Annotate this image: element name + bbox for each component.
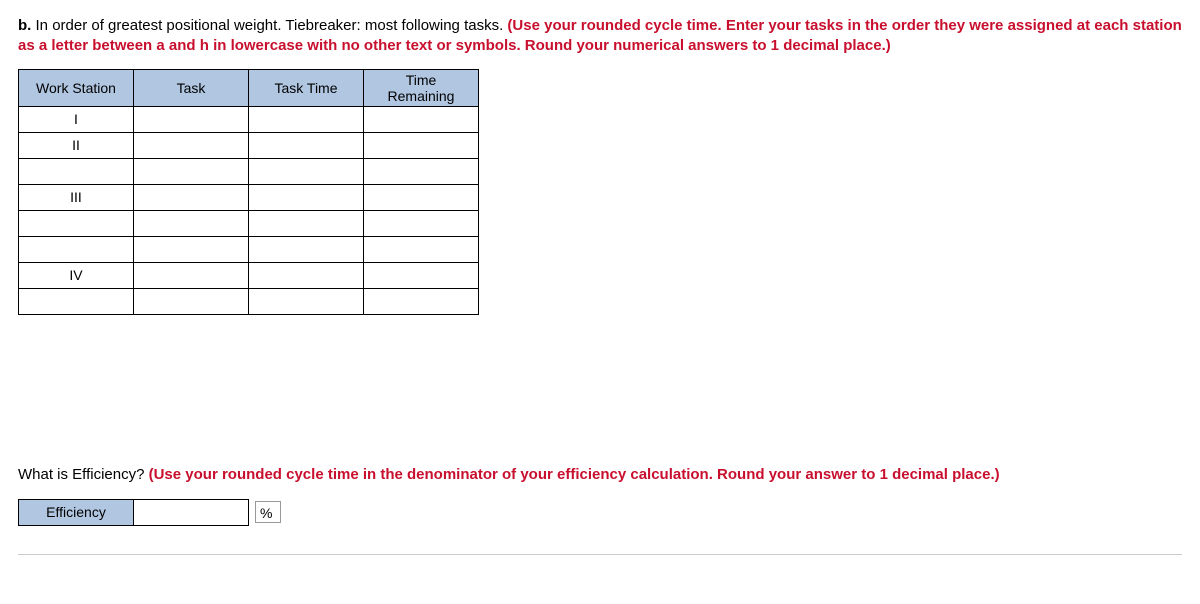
task-time-cell[interactable] (249, 210, 364, 236)
task-cell[interactable] (134, 288, 249, 314)
efficiency-q-plain: What is Efficiency? (18, 466, 149, 483)
time-remaining-cell[interactable] (364, 184, 479, 210)
header-task-time: Task Time (249, 69, 364, 106)
task-cell[interactable] (134, 132, 249, 158)
time-remaining-cell[interactable] (364, 106, 479, 132)
ws-cell (19, 236, 134, 262)
table-row: II (19, 132, 479, 158)
ws-cell (19, 210, 134, 236)
header-task: Task (134, 69, 249, 106)
ws-cell: II (19, 132, 134, 158)
efficiency-label-cell: Efficiency (19, 499, 134, 525)
table-row: IV (19, 262, 479, 288)
task-cell[interactable] (134, 210, 249, 236)
bottom-divider (18, 554, 1182, 555)
task-time-cell[interactable] (249, 106, 364, 132)
efficiency-table: Efficiency (18, 499, 249, 526)
task-time-cell[interactable] (249, 158, 364, 184)
ws-cell: IV (19, 262, 134, 288)
table-row (19, 210, 479, 236)
time-remaining-cell[interactable] (364, 210, 479, 236)
question-b-label: b. (18, 17, 31, 34)
efficiency-question-text: What is Efficiency? (Use your rounded cy… (18, 465, 1182, 485)
ws-cell (19, 158, 134, 184)
time-remaining-cell[interactable] (364, 158, 479, 184)
task-time-cell[interactable] (249, 132, 364, 158)
table-row: I (19, 106, 479, 132)
task-time-cell[interactable] (249, 288, 364, 314)
ws-cell (19, 288, 134, 314)
assignment-table: Work Station Task Task Time Time Remaini… (18, 69, 479, 315)
table-row (19, 288, 479, 314)
table-row: III (19, 184, 479, 210)
task-cell[interactable] (134, 158, 249, 184)
task-cell[interactable] (134, 106, 249, 132)
task-cell[interactable] (134, 262, 249, 288)
table-header-row: Work Station Task Task Time Time Remaini… (19, 69, 479, 106)
task-cell[interactable] (134, 184, 249, 210)
table-body: I II III (19, 106, 479, 314)
efficiency-input-cell[interactable] (134, 499, 249, 525)
time-remaining-cell[interactable] (364, 262, 479, 288)
time-remaining-cell[interactable] (364, 236, 479, 262)
efficiency-q-red: (Use your rounded cycle time in the deno… (149, 466, 1000, 483)
ws-cell: I (19, 106, 134, 132)
time-remaining-cell[interactable] (364, 288, 479, 314)
task-time-cell[interactable] (249, 262, 364, 288)
time-remaining-cell[interactable] (364, 132, 479, 158)
question-b-text: b. In order of greatest positional weigh… (18, 16, 1182, 57)
percent-unit-box: % (255, 501, 281, 523)
header-work-station: Work Station (19, 69, 134, 106)
question-b-plain: In order of greatest positional weight. … (31, 17, 507, 34)
table-row (19, 158, 479, 184)
task-time-cell[interactable] (249, 184, 364, 210)
ws-cell: III (19, 184, 134, 210)
efficiency-answer-row: Efficiency % (18, 499, 1182, 526)
task-time-cell[interactable] (249, 236, 364, 262)
task-cell[interactable] (134, 236, 249, 262)
header-time-remaining: Time Remaining (364, 69, 479, 106)
table-row (19, 236, 479, 262)
